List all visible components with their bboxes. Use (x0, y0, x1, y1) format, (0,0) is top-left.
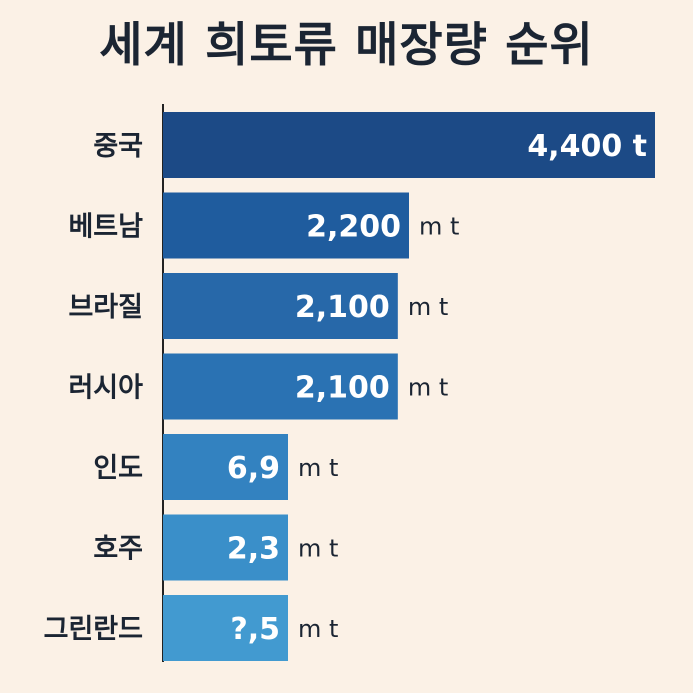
bar-2 (163, 273, 398, 339)
category-label: 브라질 (68, 292, 143, 323)
bar-1 (163, 192, 409, 259)
value-label: 2,200 (306, 210, 401, 245)
chart-title: 세계 희토류 매장량 순위 (99, 18, 594, 73)
value-label: 2,100 (295, 371, 390, 406)
category-label: 중국 (93, 131, 143, 162)
bar-4 (163, 434, 288, 500)
bar-3 (163, 353, 398, 420)
category-label: 베트남 (68, 212, 143, 243)
unit-label: m t (298, 535, 338, 563)
value-label: 6,9 (227, 451, 280, 486)
category-label: 그린란드 (44, 614, 143, 645)
bar-0 (163, 112, 655, 178)
unit-label: m t (408, 374, 448, 402)
bar-5 (163, 514, 288, 581)
unit-label: m t (298, 615, 338, 643)
bar-6 (163, 595, 288, 661)
unit-label: m t (419, 213, 459, 241)
category-label: 인도 (93, 453, 143, 484)
category-label: 러시아 (68, 373, 143, 404)
value-label: 4,400 t (527, 129, 647, 164)
unit-label: m t (408, 293, 448, 321)
value-label: 2,3 (227, 532, 280, 567)
value-label: 2,100 (295, 290, 390, 325)
category-label: 호주 (93, 534, 143, 565)
unit-label: m t (298, 454, 338, 482)
value-label: ?,5 (230, 612, 280, 647)
bars-group: 중국 4,400 t 베트남 2,200 m t 브라질 2,100 m t 러시아 2,100 m… (44, 112, 655, 661)
